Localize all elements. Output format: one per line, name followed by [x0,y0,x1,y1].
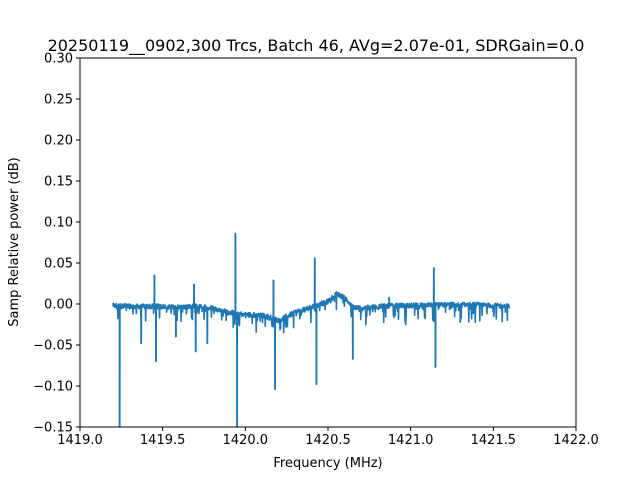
y-axis-label: Samp Relative power (dB) [7,157,22,326]
y-tick-label: 0.00 [44,298,73,313]
x-tick-label: 1419.5 [140,433,186,448]
y-tick-label: 0.10 [44,216,73,231]
x-tick-label: 1422.0 [553,433,599,448]
chart-title: 20250119__0902,300 Trcs, Batch 46, AVg=2… [48,36,585,56]
x-tick-label: 1421.0 [388,433,434,448]
y-tick-label: −0.10 [33,380,73,395]
y-axis: −0.15 −0.10 −0.05 0.00 0.05 0.10 0.15 0.20 0.25 0… [33,52,80,436]
y-tick-label: 0.05 [44,257,73,272]
y-tick-label: 0.30 [44,52,73,67]
y-tick-label: 0.20 [44,134,73,149]
x-tick-label: 1421.5 [471,433,517,448]
x-tick-label: 1420.5 [305,433,351,448]
y-tick-label: −0.15 [33,421,73,436]
series-line [112,232,511,427]
y-tick-label: 0.15 [44,175,73,190]
x-axis: 1419.0 1419.5 1420.0 1420.5 1421.0 1421.5 1422… [57,427,599,448]
y-tick-label: −0.05 [33,339,73,354]
y-tick-label: 0.25 [44,93,73,108]
x-axis-label: Frequency (MHz) [273,456,382,471]
x-tick-label: 1420.0 [223,433,269,448]
x-tick-label: 1419.0 [57,433,103,448]
series-layer [112,232,511,427]
